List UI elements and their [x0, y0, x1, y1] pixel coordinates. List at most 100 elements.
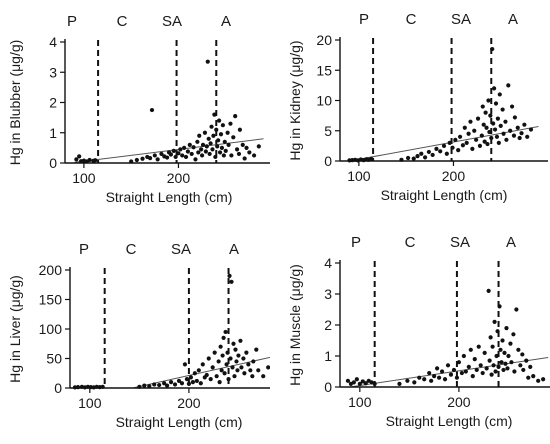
data-point — [450, 145, 455, 150]
data-point — [165, 383, 170, 388]
data-point — [511, 133, 517, 138]
data-point — [210, 147, 215, 152]
data-point — [492, 86, 497, 91]
y-tick-label: 0 — [324, 379, 332, 395]
data-point — [228, 356, 233, 361]
data-point — [436, 375, 442, 380]
data-point — [147, 156, 153, 161]
data-point — [250, 374, 255, 379]
y-tick-label: 1 — [324, 348, 332, 364]
data-point — [464, 140, 469, 145]
data-point — [234, 359, 239, 364]
y-axis-label: Hg in Kidney (μg/g) — [287, 40, 303, 160]
data-point — [244, 350, 249, 355]
data-point — [187, 142, 192, 147]
data-point — [489, 135, 494, 141]
data-point — [468, 119, 473, 124]
data-point — [517, 135, 522, 141]
data-point — [484, 366, 489, 371]
data-point — [189, 151, 194, 157]
data-point — [216, 138, 221, 143]
data-point — [487, 358, 492, 363]
data-point — [520, 352, 525, 357]
data-point — [504, 326, 509, 331]
data-point — [216, 359, 221, 364]
data-point — [199, 147, 204, 152]
data-point — [515, 125, 520, 130]
data-point — [204, 144, 209, 149]
data-point — [411, 156, 416, 161]
data-point — [246, 362, 251, 367]
data-point — [456, 360, 462, 365]
y-tick-label: 0 — [324, 153, 332, 169]
data-point — [536, 378, 541, 383]
data-point — [215, 144, 220, 149]
data-point — [229, 279, 234, 284]
data-point — [171, 148, 176, 153]
data-point — [217, 380, 222, 385]
data-point — [528, 364, 533, 369]
data-point — [427, 370, 432, 376]
data-point — [220, 353, 225, 358]
chart-panel-muscle: P C SA A 0 1 2 3 4 100 200 Straight Length (cm) Hg i… — [280, 222, 550, 444]
data-point — [492, 319, 497, 324]
data-point — [182, 362, 188, 367]
data-point — [457, 134, 463, 139]
data-point — [516, 347, 521, 352]
data-point — [208, 141, 213, 146]
data-point — [165, 155, 170, 160]
data-point — [497, 92, 502, 97]
y-tick-label: 150 — [39, 292, 63, 308]
data-point — [492, 127, 498, 132]
data-point — [496, 364, 501, 369]
data-point — [221, 335, 226, 340]
data-point — [497, 304, 502, 309]
data-point — [168, 380, 174, 385]
data-point — [217, 118, 222, 123]
regression-line — [349, 126, 539, 162]
data-point — [434, 146, 439, 151]
data-point — [191, 145, 196, 150]
data-point — [524, 358, 529, 363]
data-point — [220, 123, 225, 128]
data-point — [155, 157, 160, 162]
data-point — [223, 148, 228, 153]
y-tick-label: 50 — [46, 351, 62, 367]
data-point — [468, 347, 473, 352]
chart-svg-liver: P C SA A 0 50 100 150 200 100 200 Straight Length (… — [7, 241, 288, 430]
data-point — [482, 350, 487, 355]
data-point — [242, 371, 247, 376]
data-point — [230, 365, 235, 370]
chart-svg-kidney: P C SA A 0 5 10 15 20 100 200 Straight Length (cm) H… — [287, 11, 548, 203]
stage-label: C — [406, 11, 417, 28]
data-point — [363, 381, 368, 386]
data-point — [459, 370, 464, 376]
data-point — [200, 142, 206, 147]
data-point — [190, 380, 195, 385]
data-point — [140, 156, 145, 161]
y-tick-label: 2 — [324, 317, 332, 333]
data-point — [482, 139, 487, 144]
data-point — [494, 134, 500, 139]
data-point — [214, 374, 219, 379]
data-point — [451, 367, 457, 373]
data-point — [477, 143, 483, 148]
data-point — [218, 344, 223, 349]
x-tick-label: 200 — [447, 394, 471, 410]
x-axis-label: Straight Length (cm) — [116, 414, 243, 430]
y-tick-label: 20 — [316, 32, 332, 48]
chart-panel-liver: P C SA A 0 50 100 150 200 100 200 Straight Length (… — [0, 222, 288, 444]
x-tick-label: 200 — [167, 170, 191, 186]
data-point — [503, 119, 508, 124]
data-point — [474, 137, 479, 142]
data-point — [222, 371, 227, 376]
x-tick-label: 200 — [442, 168, 466, 184]
data-point — [223, 329, 228, 335]
data-point — [417, 375, 422, 380]
y-tick-label: 4 — [324, 255, 332, 271]
data-point — [236, 151, 242, 157]
data-point — [224, 362, 229, 367]
data-point — [242, 156, 247, 161]
data-point — [239, 365, 244, 370]
stage-label: P — [67, 13, 77, 30]
